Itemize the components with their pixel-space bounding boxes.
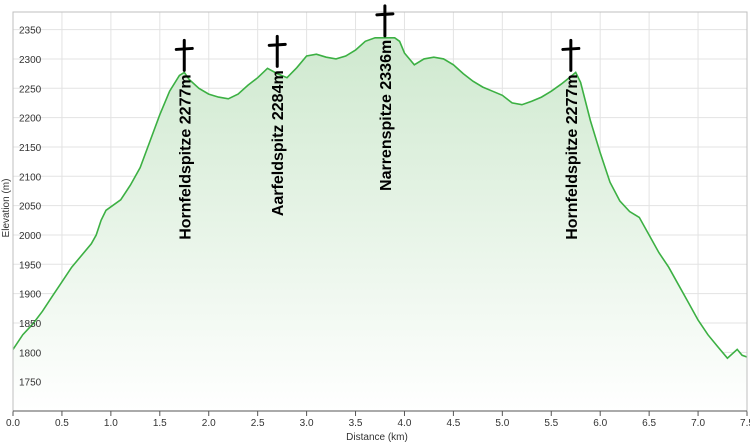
- y-axis-label: Elevation (m): [1, 179, 12, 238]
- peak-label: Narrenspitze 2336m: [378, 40, 395, 191]
- peak-annotations: Hornfeldspitze 2277m Aarfeldspitz 2284m Na…: [174, 4, 581, 240]
- x-tick-label: 2.0: [202, 418, 216, 429]
- peak-label: Hornfeldspitze 2277m: [564, 74, 581, 239]
- x-tick-label: 0.5: [55, 418, 69, 429]
- x-tick-label: 5.0: [495, 418, 509, 429]
- x-tick-label: 0.0: [6, 418, 20, 429]
- elevation-line: [12, 37, 748, 360]
- y-tick-label: 2250: [19, 84, 42, 95]
- x-tick-label: 1.0: [104, 418, 118, 429]
- x-tick-label: 7.0: [691, 418, 705, 429]
- x-tick-label: 3.0: [300, 418, 314, 429]
- y-tick-label: 1750: [19, 378, 42, 389]
- summit-cross-icon: [174, 38, 194, 72]
- x-tick-label: 6.0: [593, 418, 607, 429]
- y-tick-label: 2100: [19, 172, 42, 183]
- peak-label: Hornfeldspitze 2277m: [177, 74, 194, 239]
- x-axis-label: Distance (km): [346, 432, 408, 443]
- x-tick-label: 5.5: [544, 418, 558, 429]
- y-tick-label: 1800: [19, 348, 42, 359]
- x-tick-label: 1.5: [153, 418, 167, 429]
- summit-cross-icon: [561, 38, 581, 72]
- x-tick-label: 4.0: [398, 418, 412, 429]
- axes: 1750 1800 1850 1900 1950 2000 2050 2100 2150 2200…: [6, 11, 750, 429]
- y-tick-label: 1950: [19, 260, 42, 271]
- y-tick-label: 2350: [19, 26, 42, 37]
- y-tick-label: 2000: [19, 231, 42, 242]
- y-tick-label: 2150: [19, 143, 42, 154]
- y-tick-label: 1900: [19, 290, 42, 301]
- x-tick-label: 2.5: [251, 418, 265, 429]
- peak-label: Aarfeldspitz 2284m: [270, 70, 287, 216]
- x-tick-label: 3.5: [349, 418, 363, 429]
- elevation-area-fill: [13, 37, 747, 412]
- x-tick-label: 4.5: [446, 418, 460, 429]
- summit-cross-icon: [375, 4, 395, 38]
- y-tick-label: 2200: [19, 114, 42, 125]
- y-tick-label: 2050: [19, 202, 42, 213]
- x-tick-label: 7.5: [740, 418, 750, 429]
- y-tick-label: 2300: [19, 55, 42, 66]
- y-tick-label: 1850: [19, 319, 42, 330]
- profile-area: [12, 37, 748, 412]
- summit-cross-icon: [267, 34, 287, 68]
- x-tick-label: 6.5: [642, 418, 656, 429]
